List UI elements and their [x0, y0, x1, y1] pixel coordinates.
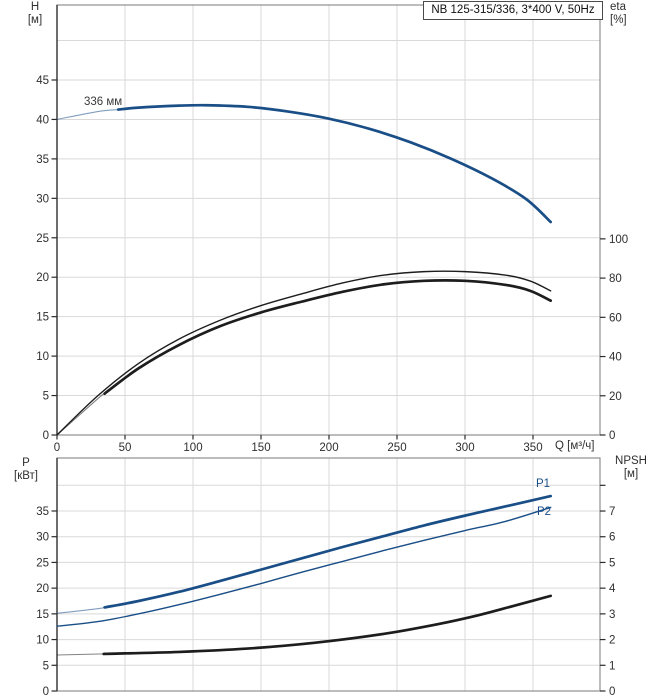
p-axis-symbol: P — [22, 457, 30, 469]
right-axis-tick-label: 0 — [609, 686, 615, 698]
right-axis-tick-label: 40 — [609, 352, 622, 364]
curve-eta-pump-motor — [103, 279, 553, 395]
x-axis-tick-label: 200 — [319, 442, 338, 454]
eta-axis-label: eta [%] — [610, 1, 646, 26]
curve-NPSH — [102, 594, 553, 656]
left-axis-tick-label: 40 — [36, 114, 49, 126]
left-axis-tick-label: 25 — [36, 557, 49, 569]
left-axis-tick-label: 35 — [36, 154, 49, 166]
x-axis-tick-label: 250 — [387, 442, 406, 454]
left-axis-tick-label: 5 — [43, 660, 49, 672]
left-axis-tick-label: 30 — [36, 532, 49, 544]
right-axis-tick-label: 5 — [609, 557, 615, 569]
curve-P1 — [103, 494, 553, 609]
curve-P1-lead — [56, 606, 106, 614]
npsh-axis-symbol: NPSH — [615, 455, 647, 467]
left-axis-tick-label: 15 — [36, 312, 49, 324]
x-axis-tick-label: 0 — [54, 442, 60, 454]
left-axis-tick-label: 15 — [36, 609, 49, 621]
chart-title-box: NB 125-315/336, 3*400 V, 50Hz — [423, 1, 603, 20]
curve-NPSH-lead — [56, 653, 106, 656]
right-axis-tick-label: 60 — [609, 312, 622, 324]
p2-curve-label: P2 — [537, 506, 552, 518]
x-axis-tick-label: 300 — [455, 442, 474, 454]
h-axis-label: H [м] — [18, 1, 52, 26]
right-axis-tick-label: 6 — [609, 532, 615, 544]
left-axis-tick-label: 35 — [36, 506, 49, 518]
curve-P2 — [56, 506, 552, 627]
right-axis-tick-label: 2 — [609, 635, 615, 647]
right-axis-tick-label: 0 — [609, 430, 615, 442]
curve-head-336mm-lead — [56, 109, 119, 120]
left-axis-tick-label: 5 — [43, 391, 49, 403]
right-axis-tick-label: 100 — [609, 234, 628, 246]
chart-title: NB 125-315/336, 3*400 V, 50Hz — [431, 4, 595, 16]
left-axis-tick-label: 0 — [43, 686, 49, 698]
x-axis-tick-label: 50 — [119, 442, 132, 454]
left-axis-tick-label: 20 — [36, 272, 49, 284]
p-axis-unit: [кВт] — [14, 469, 38, 482]
npsh-axis-unit: [м] — [623, 467, 639, 480]
eta-axis-unit: [%] — [610, 13, 627, 26]
curve-head-336mm — [116, 103, 553, 224]
right-axis-tick-label: 1 — [609, 660, 615, 672]
h-axis-symbol: H — [30, 1, 40, 13]
left-axis-tick-label: 10 — [36, 635, 49, 647]
left-axis-tick-label: 20 — [36, 583, 49, 595]
npsh-axis-label: NPSH [м] — [607, 455, 655, 480]
right-axis-tick-label: 20 — [609, 391, 622, 403]
x-axis-tick-label: 150 — [251, 442, 270, 454]
x-axis-tick-label: 350 — [523, 442, 542, 454]
left-axis-tick-label: 0 — [43, 430, 49, 442]
p-axis-label: P [кВт] — [6, 457, 46, 482]
q-axis-label: Q [м³/ч] — [555, 440, 595, 452]
left-axis-tick-label: 25 — [36, 233, 49, 245]
eta-axis-symbol: eta — [610, 1, 626, 13]
right-axis-tick-label: 3 — [609, 609, 615, 621]
right-axis-tick-label: 80 — [609, 273, 622, 285]
left-axis-tick-label: 10 — [36, 351, 49, 363]
right-axis-tick-label: 4 — [609, 583, 616, 595]
impeller-diameter-label: 336 мм — [84, 96, 123, 108]
curve-eta-pump-motor-lead — [56, 393, 106, 436]
right-axis-tick-label: 7 — [609, 506, 615, 518]
x-axis-tick-label: 100 — [183, 442, 202, 454]
left-axis-tick-label: 30 — [36, 193, 49, 205]
p1-curve-label: P1 — [536, 478, 551, 490]
h-axis-unit: [м] — [27, 13, 43, 26]
curve-eta-pump — [56, 270, 552, 436]
left-axis-tick-label: 45 — [36, 75, 49, 87]
